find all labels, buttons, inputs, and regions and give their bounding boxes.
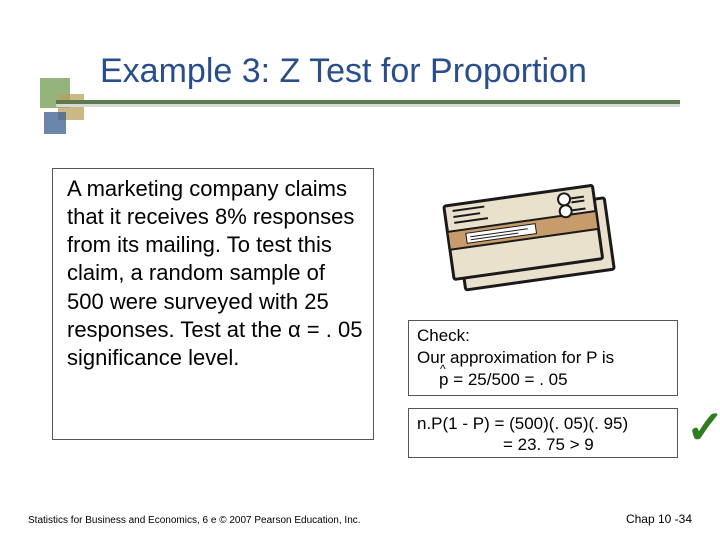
formula-line1: n.P(1 - P) = (500)(. 05)(. 95) (417, 413, 669, 434)
problem-statement-box: A marketing company claims that it recei… (52, 168, 374, 440)
logo-square-blue (44, 112, 66, 134)
slide-title: Example 3: Z Test for Proportion (100, 52, 587, 91)
alpha-symbol: α (288, 317, 301, 342)
envelope-illustration (428, 160, 638, 300)
logo-squares (40, 78, 90, 138)
title-rule-shadow (56, 104, 680, 107)
p-hat-symbol: p (439, 369, 448, 391)
check-line1: Check: (417, 325, 669, 347)
check-line3: p = 25/500 = . 05 (417, 369, 669, 391)
footer-right: Chap 10 -34 (626, 512, 692, 526)
checkmark-icon: ✓ (686, 400, 720, 454)
check-box: Check: Our approximation for P is p = 25… (408, 320, 678, 396)
formula-line2: = 23. 75 > 9 (417, 434, 669, 455)
footer-left: Statistics for Business and Economics, 6… (28, 515, 361, 526)
formula-box: n.P(1 - P) = (500)(. 05)(. 95) = 23. 75 … (408, 408, 678, 458)
check-line2: Our approximation for P is (417, 347, 669, 369)
check-line3-rest: = 25/500 = . 05 (448, 370, 567, 389)
